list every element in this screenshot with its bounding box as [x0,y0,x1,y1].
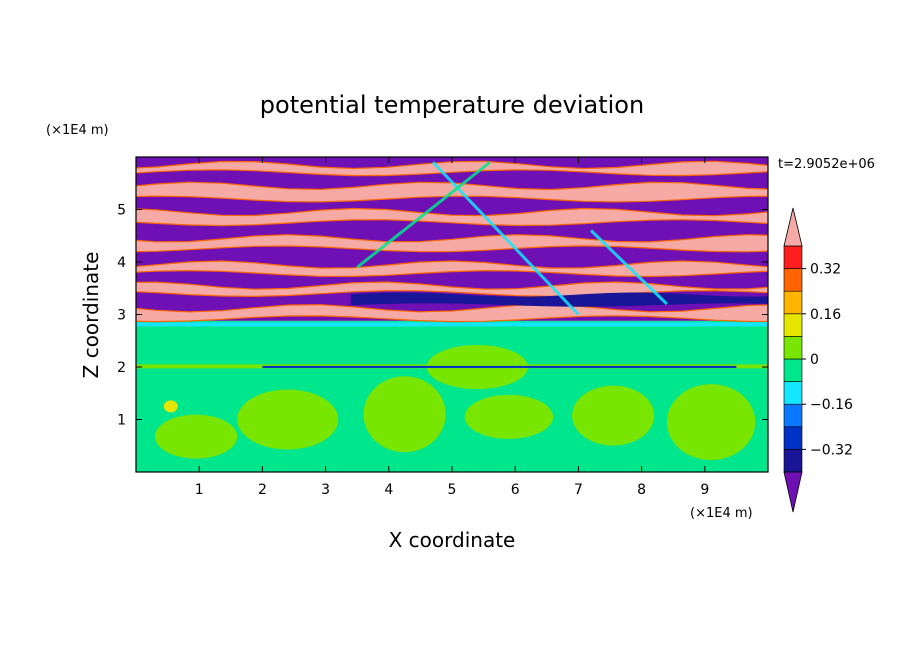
x-tick-label: 7 [574,482,583,498]
warm-band [136,260,768,278]
x-tick-label: 5 [448,482,457,498]
inversion-line [262,365,737,368]
colorbar-segment [783,268,803,292]
warm-band [136,234,768,253]
y-tick-label: 5 [117,203,126,219]
y-axis-label: Z coordinate [79,252,103,379]
colorbar-segment [783,245,803,269]
time-label: t=2.9052e+06 [778,157,875,172]
x-unit-label: (×1E4 m) [690,506,753,521]
layer-boundary [136,322,768,327]
contour-field [136,157,768,472]
x-tick-label: 6 [511,482,520,498]
colorbar-segment [783,358,803,382]
colorbar-tick-label: 0.16 [810,307,841,323]
colorbar-over [783,207,803,247]
colorbar: −0.32 −0.16 0 0.16 0.32 [783,207,853,513]
y-unit-label: (×1E4 m) [46,123,109,138]
x-tick-label: 3 [321,482,330,498]
colorbar-segment [783,403,803,428]
warm-band [136,303,768,323]
plume [356,161,491,269]
warm-band [136,207,768,227]
lower-patch [464,394,554,439]
colorbar-tick-label: 0.32 [810,262,841,278]
colorbar-segment [783,313,803,337]
y-tick-label: 3 [117,308,126,324]
colorbar-tick-label: −0.32 [810,442,853,458]
lower-patch [363,376,446,453]
lower-patch [572,385,655,446]
x-tick-label: 1 [195,482,204,498]
warm-spot [163,400,178,413]
x-tick-label: 8 [637,482,646,498]
plume [589,229,668,306]
colorbar-segment [783,336,803,360]
y-tick-label: 4 [117,255,126,271]
y-tick-label: 2 [117,360,126,376]
x-axis-label: X coordinate [389,528,516,552]
y-tick-label: 1 [117,413,126,429]
colorbar-tick-label: 0 [810,352,819,368]
warm-band [136,160,768,177]
colorbar-segment [783,381,803,405]
lower-layer-base [136,320,768,472]
y-axis: 1 2 3 4 5 [117,203,768,429]
colorbar-segment [783,426,803,450]
x-tick-label: 4 [384,482,393,498]
x-axis: 1 2 3 4 5 6 7 8 9 [195,157,709,498]
colorbar-segment [783,449,803,473]
x-tick-label: 2 [258,482,267,498]
x-tick-label: 9 [700,482,709,498]
warm-band [136,281,768,298]
lower-patch [154,414,238,459]
colorbar-tick-label: −0.16 [810,397,853,413]
colorbar-segment [783,290,803,315]
deep-band [350,292,768,307]
lower-patch [666,384,756,461]
chart-title: potential temperature deviation [260,91,644,119]
colorbar-under [783,471,803,513]
lower-patch [237,389,339,450]
